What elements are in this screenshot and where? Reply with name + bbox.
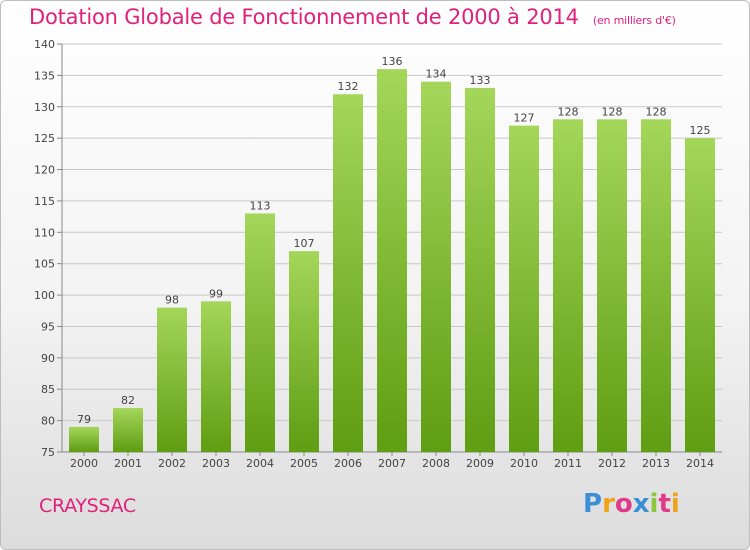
bar-2012: [597, 119, 627, 453]
bar-2001: [113, 408, 143, 452]
x-tick-label: 2000: [70, 457, 98, 470]
x-tick-label: 2010: [510, 457, 538, 470]
bar-2008: [421, 81, 451, 453]
data-label: 128: [646, 105, 667, 118]
bar-2007: [377, 69, 407, 452]
bar-2006: [333, 94, 363, 452]
bar-2002: [157, 307, 187, 452]
commune-name: CRAYSSAC: [39, 495, 136, 517]
data-label: 128: [602, 105, 623, 118]
y-tick-label: 140: [34, 38, 55, 51]
y-tick-label: 120: [34, 164, 55, 177]
bar-2014: [685, 138, 715, 452]
y-tick-label: 110: [34, 226, 55, 239]
x-tick-label: 2001: [114, 457, 142, 470]
x-tick-label: 2006: [334, 457, 362, 470]
data-label: 79: [77, 413, 91, 426]
x-tick-labels: 2000 2001 2002 2003 2004 2005 2006 2007 2008 2009…: [70, 452, 714, 470]
logo-letter: i: [670, 489, 680, 519]
bar-2004: [245, 213, 275, 452]
chart-title: Dotation Globale de Fonctionnement de 20…: [29, 5, 676, 29]
x-tick-label: 2009: [466, 457, 494, 470]
y-tick-label: 95: [41, 320, 55, 333]
bars: [69, 69, 715, 453]
y-tick-label: 125: [34, 132, 55, 145]
data-label: 107: [294, 237, 315, 250]
logo-letter: t: [658, 489, 671, 519]
chart-title-text: Dotation Globale de Fonctionnement de 20…: [29, 5, 579, 29]
bar-2010: [509, 125, 539, 452]
x-tick-label: 2002: [158, 457, 186, 470]
chart-subtitle: (en milliers d'€): [592, 14, 676, 27]
data-label: 98: [165, 294, 179, 307]
y-tick-label: 80: [41, 415, 55, 428]
logo-letter: r: [602, 489, 615, 519]
logo-letter: o: [614, 489, 633, 519]
bar-2005: [289, 251, 319, 452]
x-tick-label: 2004: [246, 457, 274, 470]
y-tick-label: 135: [34, 69, 55, 82]
bar-2000: [69, 426, 99, 452]
data-label: 113: [250, 199, 271, 212]
data-label: 82: [121, 394, 135, 407]
y-tick-label: 100: [34, 289, 55, 302]
data-label: 132: [338, 80, 359, 93]
y-tick-label: 90: [41, 352, 55, 365]
y-tick-label: 115: [34, 195, 55, 208]
x-tick-label: 2003: [202, 457, 230, 470]
bar-2011: [553, 119, 583, 453]
logo-letter: P: [583, 489, 603, 519]
x-tick-label: 2012: [598, 457, 626, 470]
logo-letter: x: [632, 489, 650, 519]
bar-2003: [201, 301, 231, 452]
data-label: 127: [514, 112, 535, 125]
x-tick-label: 2013: [642, 457, 670, 470]
data-label: 99: [209, 287, 223, 300]
data-label: 128: [558, 105, 579, 118]
data-label: 134: [426, 68, 447, 81]
data-label: 136: [382, 55, 403, 68]
proxiti-logo[interactable]: Proxiti: [583, 489, 680, 519]
data-labels: 79 82 98 99 113 107 132 136 134 133 127 128 128 128 12…: [77, 55, 711, 426]
logo-letter: i: [649, 489, 659, 519]
y-tick-label: 105: [34, 258, 55, 271]
data-label: 125: [690, 124, 711, 137]
y-tick-label: 85: [41, 383, 55, 396]
x-tick-label: 2014: [686, 457, 714, 470]
x-tick-label: 2005: [290, 457, 318, 470]
data-label: 133: [470, 74, 491, 87]
bar-2013: [641, 119, 671, 453]
y-tick-label: 130: [34, 101, 55, 114]
x-tick-label: 2007: [378, 457, 406, 470]
x-tick-label: 2008: [422, 457, 450, 470]
bar-2009: [465, 87, 495, 452]
y-tick-label: 75: [41, 446, 55, 459]
x-tick-label: 2011: [554, 457, 582, 470]
y-tick-labels: 75 80 85 90 95 100 105 110 115 120 125 130 135 140: [34, 38, 55, 459]
